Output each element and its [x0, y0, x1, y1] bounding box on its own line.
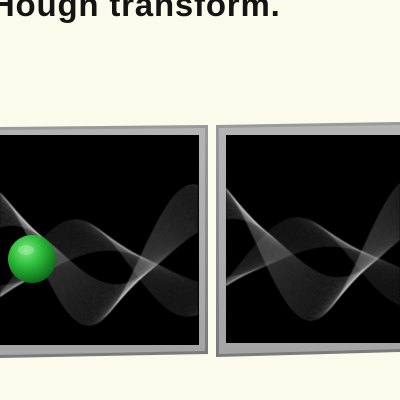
hough-curve — [226, 191, 400, 309]
hough-curve — [226, 188, 400, 317]
hough-curve — [226, 189, 400, 314]
hough-curve — [226, 189, 400, 312]
hough-curve — [226, 190, 400, 311]
green-marker-ball[interactable] — [8, 235, 56, 283]
hough-curve — [0, 202, 199, 308]
hough-curve — [226, 223, 400, 297]
hough-curve — [226, 236, 400, 285]
slide-heading: g Hough transform. — [0, 0, 281, 23]
hough-curve — [226, 225, 400, 295]
hough-curve — [0, 197, 199, 313]
hough-curve — [226, 220, 400, 301]
hough-curve — [0, 199, 199, 311]
hough-curve — [226, 226, 400, 292]
hough-curve — [226, 217, 400, 305]
hough-curve — [226, 229, 400, 288]
hough-curve — [226, 227, 400, 290]
hough-curve — [0, 205, 199, 305]
hough-curve — [226, 232, 400, 286]
hough-curve — [226, 235, 400, 285]
left-hough-curves — [0, 184, 199, 326]
hough-curve — [226, 188, 400, 316]
hough-curve — [226, 233, 400, 286]
right-hough-curves — [226, 183, 400, 321]
hough-curve — [0, 201, 199, 310]
hough-curve — [226, 186, 400, 319]
hough-curve — [226, 219, 400, 303]
left-panel-frame — [0, 125, 208, 358]
hough-curve — [226, 239, 400, 283]
hough-curve — [226, 183, 400, 321]
hough-curve — [226, 194, 400, 304]
hough-curve — [226, 193, 400, 306]
right-panel-frame — [216, 122, 400, 357]
hough-curve — [0, 204, 199, 307]
hough-curve — [226, 195, 400, 302]
hough-curve — [226, 238, 400, 284]
hough-curve — [226, 192, 400, 307]
hough-curve — [226, 230, 400, 286]
hough-curve — [226, 222, 400, 299]
